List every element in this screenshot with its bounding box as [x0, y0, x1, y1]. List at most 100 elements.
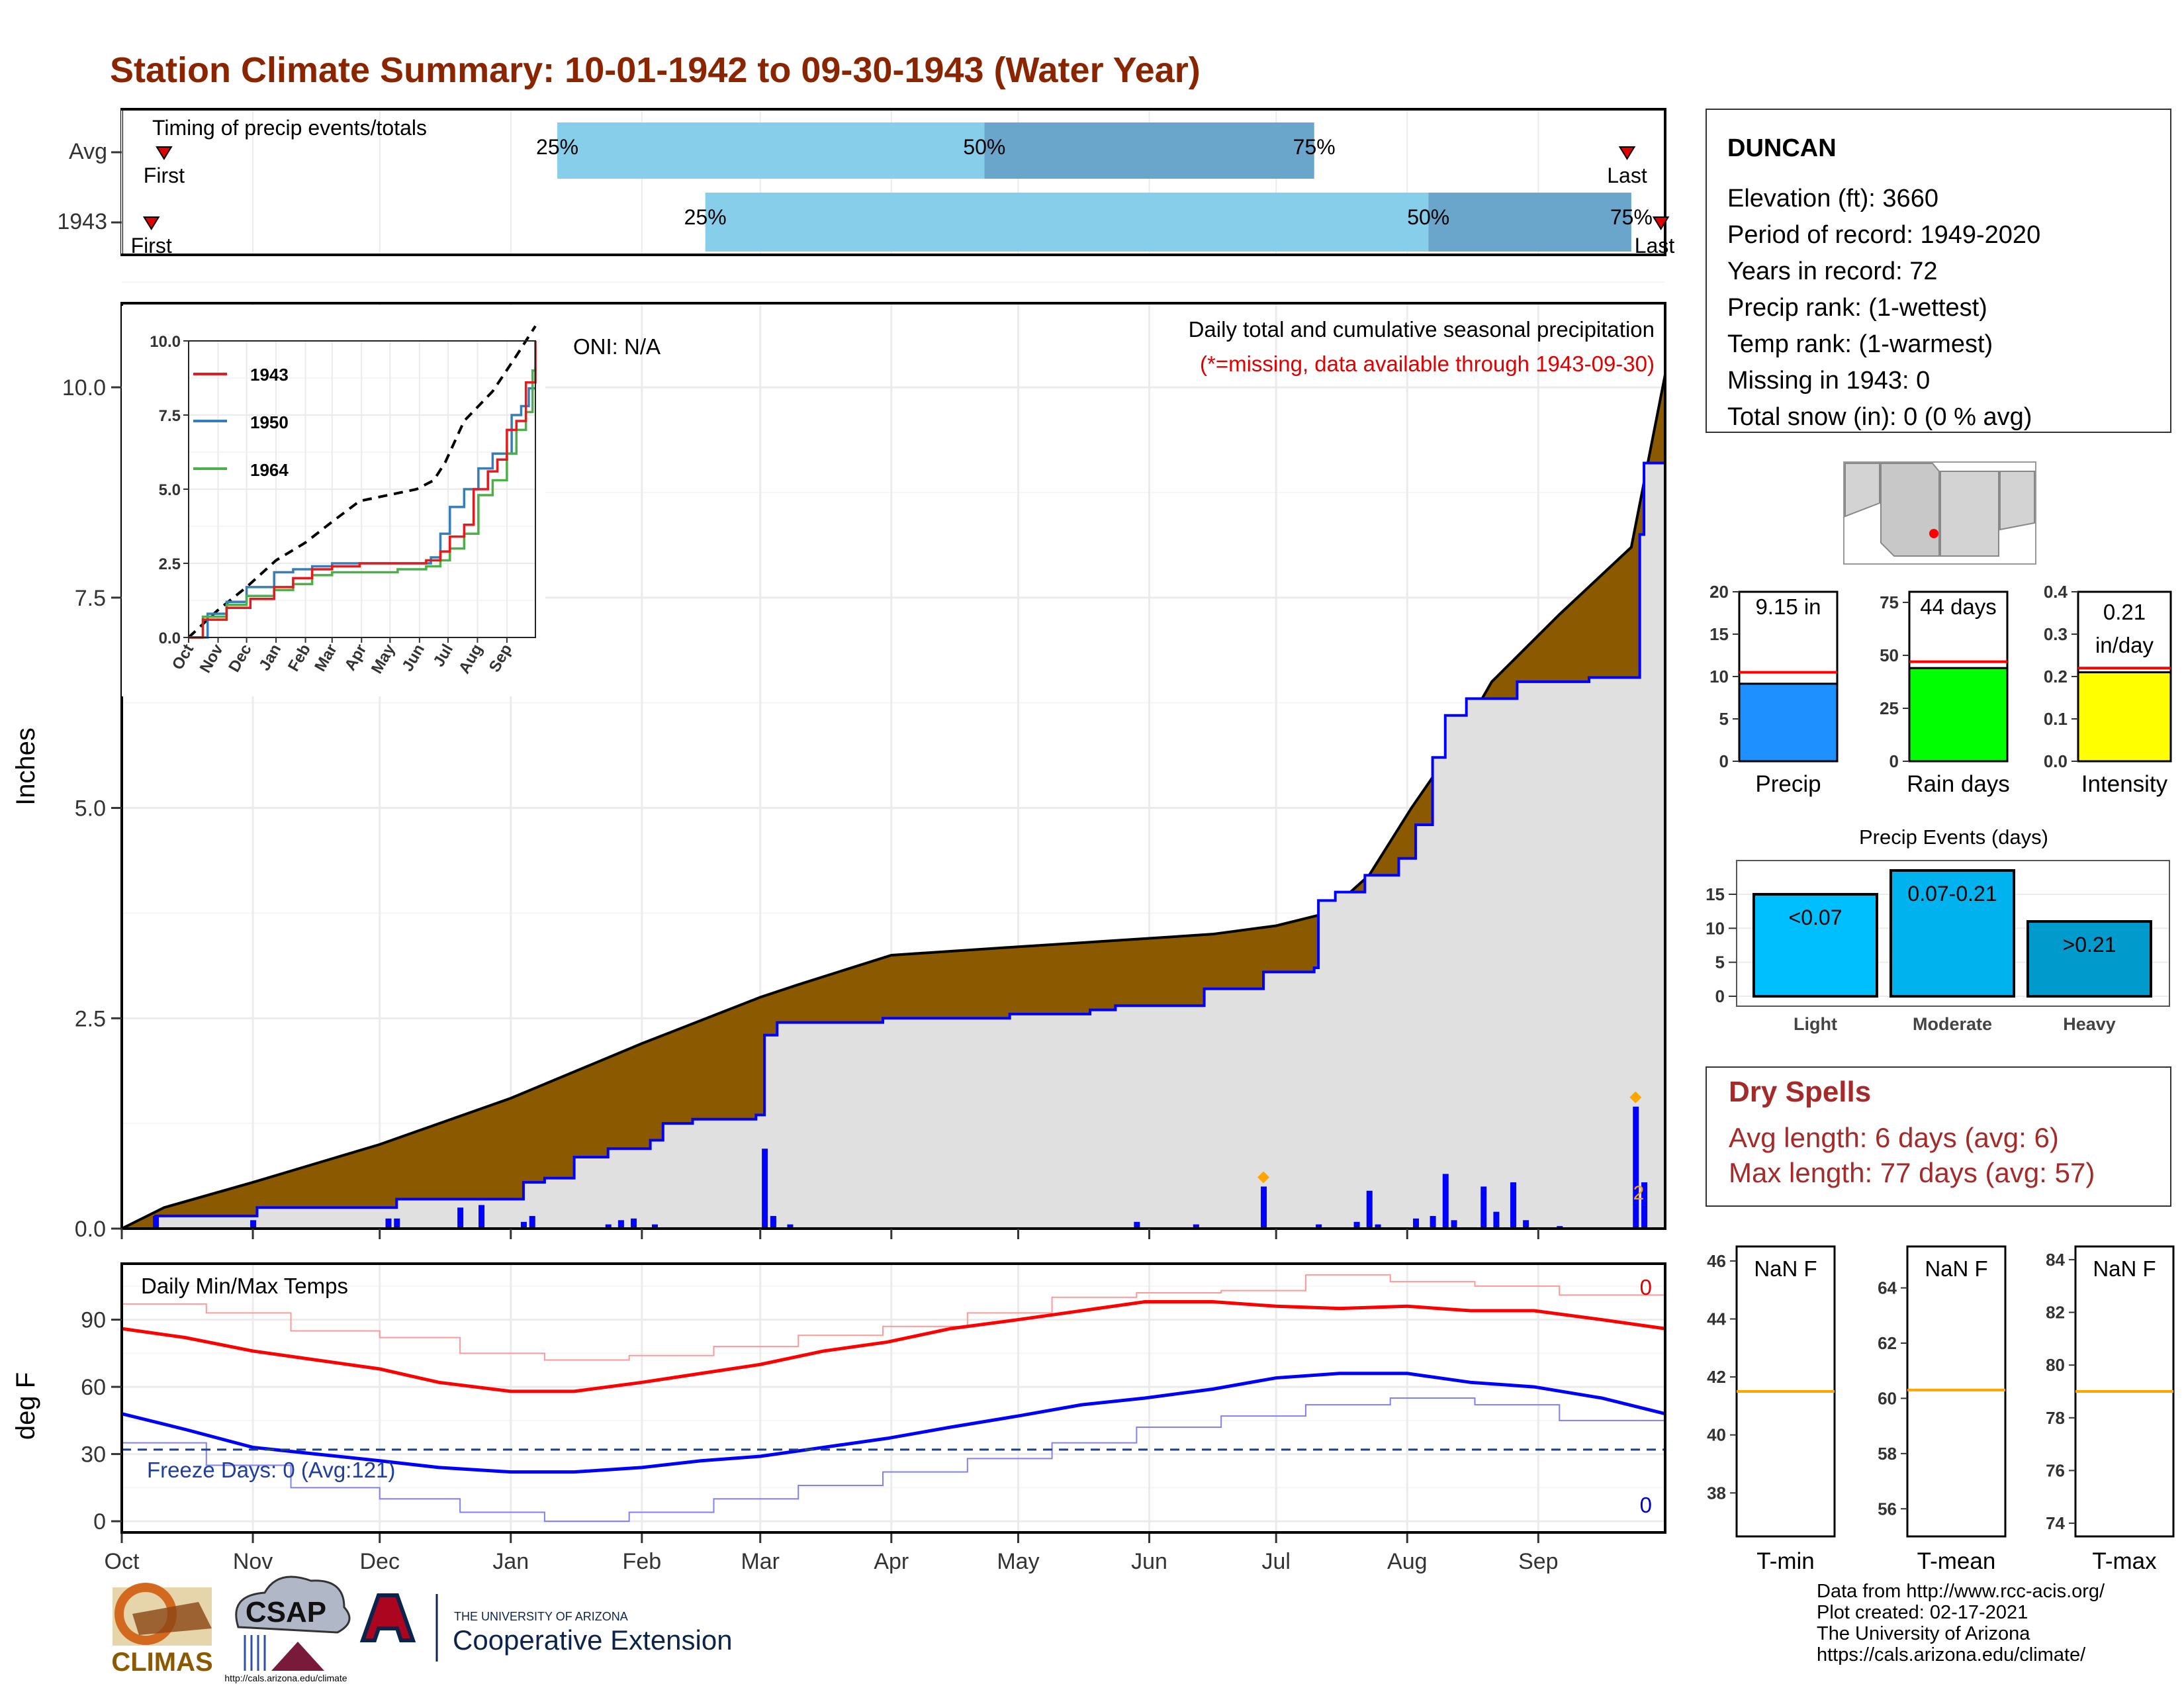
- summary-tick-label: 75: [1880, 592, 1899, 612]
- locator-map: [1843, 461, 2036, 565]
- timing-p75-label-1943: 75%: [1610, 205, 1653, 229]
- daily-bar: [1510, 1182, 1516, 1229]
- station-info-box: DUNCAN Elevation (ft): 3660 Period of re…: [1706, 109, 2171, 433]
- timing-bar-25-50-avg: [557, 122, 985, 179]
- temp-box-label-tmin: T-min: [1756, 1548, 1815, 1574]
- temperature-rank-boxes: 38 40 42 44 46 NaN F T-min 56 58 60 62 64 NaN F T-mea…: [1707, 1245, 2175, 1574]
- inset-series-1964: [189, 367, 537, 639]
- timing-label: Timing of precip events/totals: [152, 116, 427, 140]
- timing-last-marker-avg: [1618, 146, 1636, 160]
- daily-bar: [1413, 1218, 1420, 1229]
- summary-tick-label: 0.4: [2044, 582, 2068, 602]
- inset-y-tick-label: 5.0: [159, 481, 181, 499]
- daily-bar: [1134, 1221, 1140, 1229]
- daily-bar: [762, 1149, 768, 1229]
- daily-bar: [1451, 1220, 1457, 1229]
- summary-tick-label: 0: [1889, 751, 1899, 771]
- events-bar-light: [1752, 892, 1878, 998]
- temp-box-tick-label: 42: [1707, 1367, 1726, 1387]
- temp-y-tick-label: 60: [81, 1375, 106, 1400]
- daily-bar: [1480, 1186, 1487, 1229]
- station-years: Years in record: 72: [1727, 258, 1938, 285]
- month-label-may: May: [997, 1549, 1039, 1574]
- timing-last-label-1943: Last: [1635, 234, 1675, 258]
- month-label-sep: Sep: [1518, 1549, 1559, 1574]
- month-label-feb: Feb: [623, 1549, 662, 1574]
- station-elevation: Elevation (ft): 3660: [1727, 185, 1938, 212]
- timing-row-year: 1943: [57, 209, 107, 234]
- summary-tick-label: 15: [1709, 624, 1729, 644]
- summary-bars: 0 5 10 15 20 9.15 in Precip 0 25 50 75 44 days Rain …: [1709, 582, 2172, 797]
- events-bar-label: <0.07: [1789, 906, 1843, 929]
- precip-y-tick-label: 10.0: [62, 375, 106, 400]
- dry-title: Dry Spells: [1729, 1076, 1871, 1108]
- temp-y-tick-label: 0: [93, 1509, 106, 1534]
- summary-label-rain_days: Rain days: [1907, 771, 2010, 797]
- credit-data-source: Data from http://www.rcc-acis.org/: [1817, 1581, 2105, 1602]
- station-location-marker: [1929, 529, 1938, 538]
- timing-p75-label-avg: 75%: [1293, 135, 1336, 159]
- month-label-apr: Apr: [874, 1549, 909, 1574]
- tmin-average-line: [121, 1372, 1666, 1474]
- dry-max: Max length: 77 days (avg: 57): [1729, 1157, 2095, 1188]
- events-category-label: Heavy: [2063, 1014, 2116, 1034]
- summary-bar-precip: [1738, 682, 1839, 763]
- summary-tick-label: 25: [1880, 698, 1899, 718]
- temp-box-value-tmax: NaN F: [2093, 1256, 2156, 1281]
- station-precip-rank: Precip rank: (1-wettest): [1727, 294, 1987, 322]
- timing-first-label-avg: First: [144, 164, 185, 187]
- timing-bar-50-75-avg: [984, 122, 1314, 179]
- oni-label: ONI: N/A: [573, 334, 660, 359]
- ua-line-1: THE UNIVERSITY OF ARIZONA: [454, 1610, 628, 1623]
- temp-label: Daily Min/Max Temps: [141, 1274, 348, 1298]
- events-bar-moderate: [1889, 869, 2015, 998]
- precip-y-tick-label: 7.5: [75, 586, 106, 611]
- events-bar-label: 0.07-0.21: [1907, 882, 1997, 906]
- summary-label-intensity: Intensity: [2081, 771, 2168, 797]
- daily-bar: [1523, 1220, 1529, 1229]
- daily-bar: [1430, 1215, 1436, 1229]
- temp-box-tick-label: 64: [1878, 1278, 1897, 1298]
- month-label-nov: Nov: [233, 1549, 273, 1574]
- tmin-count: 0: [1640, 1493, 1652, 1517]
- precip-header: Daily total and cumulative seasonal prec…: [1189, 317, 1655, 342]
- temp-y-label: deg F: [11, 1372, 40, 1440]
- month-label-oct: Oct: [105, 1549, 140, 1574]
- temp-box-tick-label: 84: [2046, 1250, 2065, 1270]
- month-label-mar: Mar: [741, 1549, 780, 1574]
- summary-tick-label: 20: [1709, 582, 1729, 602]
- page-title: Station Climate Summary: 10-01-1942 to 0…: [110, 50, 1201, 90]
- timing-first-marker-1943: [142, 216, 160, 230]
- summary-tick-label: 5: [1719, 709, 1729, 729]
- daily-bar: [478, 1205, 485, 1229]
- bar-marker-label: 2: [1633, 1182, 1645, 1204]
- csap-logo: CSAP http://cals.arizona.edu/climate: [224, 1575, 351, 1683]
- daily-bar: [1193, 1224, 1199, 1229]
- legend-label-1950: 1950: [250, 412, 289, 432]
- station-name: DUNCAN: [1727, 134, 1837, 162]
- daily-bar: [394, 1218, 400, 1229]
- month-label-jul: Jul: [1261, 1549, 1290, 1574]
- daily-precip-bars: [153, 1106, 1648, 1229]
- timing-last-label-avg: Last: [1607, 164, 1647, 187]
- daily-bar: [250, 1220, 257, 1229]
- daily-bar: [605, 1224, 612, 1229]
- freeze-label: Freeze Days: 0 (Avg:121): [147, 1458, 395, 1482]
- events-tick-label: 0: [1715, 986, 1725, 1006]
- temp-box-tick-label: 80: [2046, 1355, 2065, 1375]
- precip-y-tick-label: 2.5: [75, 1006, 106, 1031]
- month-label-jun: Jun: [1131, 1549, 1167, 1574]
- temp-box-tick-label: 40: [1707, 1425, 1726, 1445]
- daily-bar: [770, 1215, 776, 1229]
- tmin-record-line: [122, 1397, 1666, 1523]
- station-period: Period of record: 1949-2020: [1727, 221, 2040, 249]
- credit-url: https://cals.arizona.edu/climate/: [1817, 1644, 2086, 1665]
- daily-bar: [1493, 1211, 1500, 1229]
- daily-bar: [631, 1218, 637, 1229]
- temp-box-tick-label: 74: [2046, 1513, 2065, 1533]
- daily-bar: [1375, 1224, 1381, 1229]
- csap-url: http://cals.arizona.edu/climate: [224, 1673, 347, 1683]
- inset-y-tick-label: 7.5: [159, 407, 181, 425]
- temp-y-tick-label: 90: [81, 1308, 106, 1333]
